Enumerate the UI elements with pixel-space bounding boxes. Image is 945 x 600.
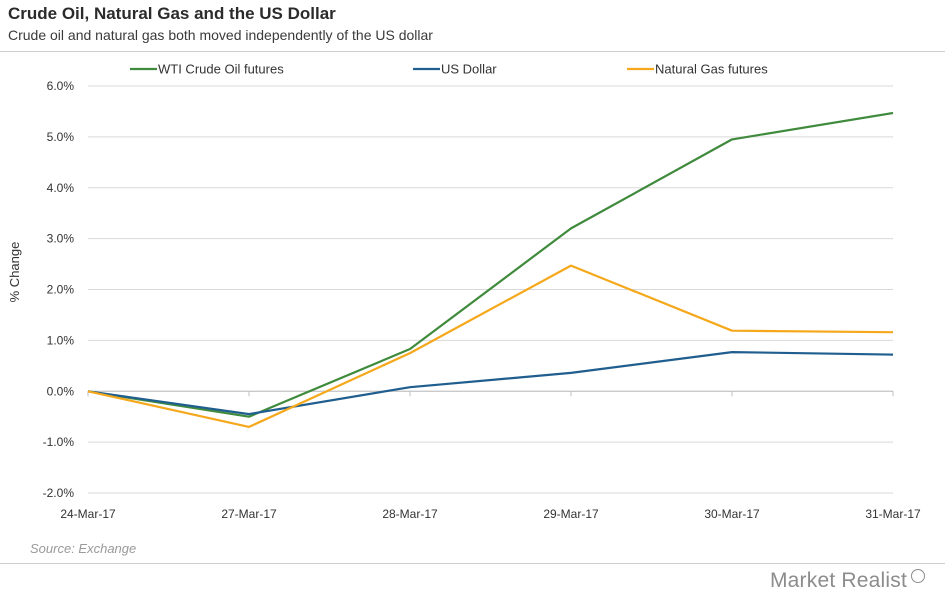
y-tick-label: 5.0% bbox=[47, 130, 75, 144]
x-tick-label: 27-Mar-17 bbox=[221, 507, 277, 521]
y-tick-label: -1.0% bbox=[43, 435, 75, 449]
header-divider bbox=[0, 51, 945, 52]
y-tick-label: 2.0% bbox=[47, 283, 75, 297]
brand-logo: Market Realist bbox=[769, 569, 907, 592]
source-note: Source: Exchange bbox=[30, 541, 137, 556]
y-axis-label: % Change bbox=[7, 242, 22, 303]
legend-label: WTI Crude Oil futures bbox=[158, 62, 284, 77]
x-tick-label: 29-Mar-17 bbox=[543, 507, 599, 521]
y-tick-label: 6.0% bbox=[47, 79, 75, 93]
footer-divider bbox=[0, 563, 945, 564]
x-tick-label: 30-Mar-17 bbox=[704, 507, 760, 521]
line-chart: -2.0% -1.0% 0.0% 1.0% 2.0% 3.0% 4.0% 5.0% 6.0% 24… bbox=[7, 62, 921, 522]
brand-logo-icon bbox=[911, 569, 925, 583]
y-tick-label: 1.0% bbox=[47, 333, 75, 347]
x-tick-label: 28-Mar-17 bbox=[382, 507, 438, 521]
legend: WTI Crude Oil futures US Dollar Natural Ga… bbox=[130, 62, 768, 77]
y-tick-label: 0.0% bbox=[47, 384, 75, 398]
y-tick-label: -2.0% bbox=[43, 486, 75, 500]
series-line bbox=[87, 264, 894, 428]
chart-subtitle: Crude oil and natural gas both moved ind… bbox=[8, 27, 433, 43]
axes: -2.0% -1.0% 0.0% 1.0% 2.0% 3.0% 4.0% 5.0% 6.0% 24… bbox=[43, 79, 921, 521]
series-line bbox=[87, 111, 894, 418]
series-lines bbox=[87, 111, 894, 428]
y-tick-label: 3.0% bbox=[47, 232, 75, 246]
y-tick-label: 4.0% bbox=[47, 181, 75, 195]
legend-label: US Dollar bbox=[441, 62, 497, 77]
chart-title: Crude Oil, Natural Gas and the US Dollar bbox=[8, 4, 336, 23]
x-tick-label: 31-Mar-17 bbox=[865, 507, 921, 521]
x-tick-label: 24-Mar-17 bbox=[60, 507, 116, 521]
legend-label: Natural Gas futures bbox=[655, 62, 768, 77]
series-line bbox=[87, 351, 894, 416]
